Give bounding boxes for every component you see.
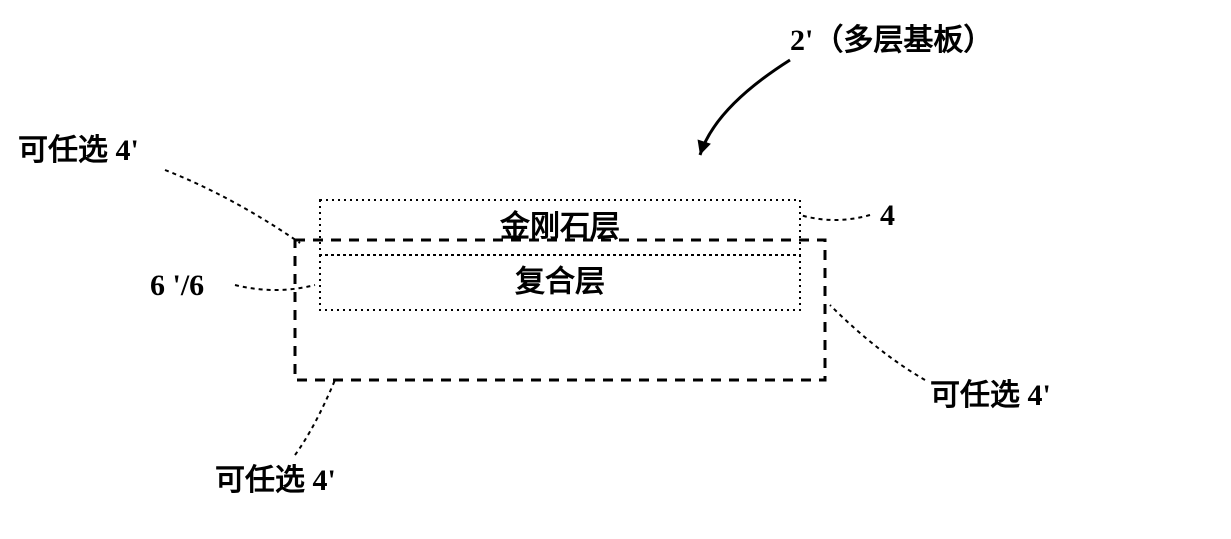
title-arrow (700, 60, 790, 155)
label-6-leader (235, 285, 315, 290)
label-6: 6 '/6 (150, 269, 204, 302)
optional-top-left-label: 可任选 4' (18, 134, 139, 167)
optional-top-left-leader (165, 170, 300, 243)
label-4: 4 (880, 199, 895, 232)
bottom-layer-label: 复合层 (515, 264, 605, 298)
optional-bottom-label: 可任选 4' (215, 464, 336, 497)
optional-right-label: 可任选 4' (930, 379, 1051, 412)
optional-right-leader (830, 305, 925, 380)
diagram-canvas: 金刚石层 复合层 2'（多层基板） 可任选 4' 4 6 '/6 可任选 4' … (0, 0, 1231, 539)
top-layer-label: 金刚石层 (499, 209, 620, 243)
label-4-leader (800, 215, 870, 220)
optional-bottom-leader (295, 380, 335, 455)
title-callout: 2'（多层基板） (790, 23, 993, 57)
